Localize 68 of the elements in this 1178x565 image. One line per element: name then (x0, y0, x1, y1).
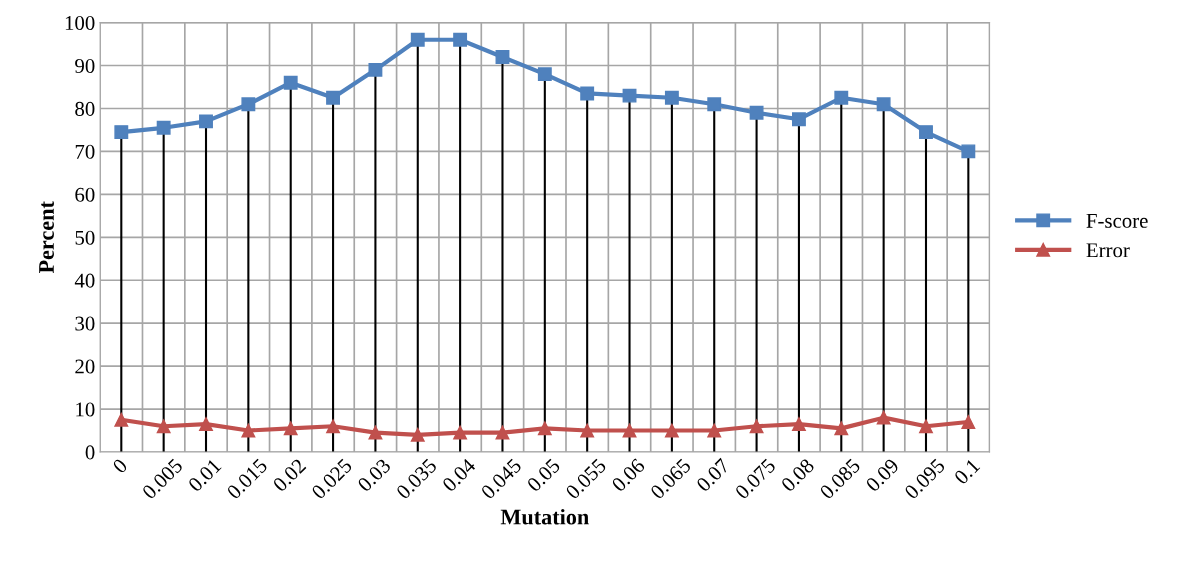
point (283, 421, 298, 436)
point (707, 97, 722, 112)
point (834, 90, 849, 105)
point (114, 125, 129, 140)
point (580, 423, 595, 438)
point (368, 425, 383, 440)
y-tick-label: 90 (75, 58, 95, 73)
point (919, 125, 933, 140)
y-tick-label: 70 (75, 144, 95, 159)
point (876, 97, 891, 112)
point (114, 412, 129, 427)
x-tick-label: 0.1 (953, 458, 981, 486)
point (876, 410, 891, 425)
x-tick-label: 0.03 (356, 457, 392, 493)
point (241, 97, 256, 112)
x-axis-title: Mutation (500, 508, 589, 525)
point (537, 421, 552, 436)
x-tick-label: 0.05 (526, 457, 561, 493)
point (834, 421, 849, 436)
y-axis-title: Percent (39, 201, 54, 274)
point (368, 62, 383, 77)
point (156, 120, 171, 135)
x-tick-label: 0.02 (272, 458, 307, 493)
y-tick-label: 60 (75, 187, 95, 202)
point (283, 75, 298, 90)
point (961, 144, 976, 159)
point (495, 50, 510, 64)
point (791, 112, 806, 127)
point (199, 417, 213, 432)
y-tick-label: 80 (75, 101, 95, 116)
point (664, 90, 679, 105)
x-tick-label: 0.09 (865, 457, 900, 493)
point (919, 419, 933, 434)
x-tick-label: 0 (111, 457, 129, 475)
point (961, 414, 976, 429)
point (199, 114, 213, 129)
x-tick-label: 0.07 (695, 457, 731, 493)
point (326, 90, 341, 105)
legend-label: F-score (1086, 214, 1148, 228)
point (410, 427, 425, 442)
point (537, 67, 552, 82)
point (791, 417, 806, 432)
y-tick-label: 50 (75, 230, 95, 245)
x-tick-label: 0.01 (187, 458, 222, 493)
point (664, 423, 679, 438)
point (707, 423, 722, 438)
x-tick-label: 0.06 (610, 457, 646, 493)
y-tick-label: 30 (75, 316, 95, 331)
y-tick-label: 100 (65, 15, 95, 31)
point (749, 419, 764, 434)
point (410, 32, 425, 47)
legend-label: Error (1086, 243, 1130, 258)
point (156, 419, 171, 434)
point (622, 88, 637, 103)
y-tick-label: 40 (74, 273, 95, 288)
y-tick-label: 0 (85, 445, 95, 460)
point (241, 423, 256, 438)
point (326, 419, 341, 434)
point (580, 86, 595, 101)
y-tick-label: 10 (76, 402, 95, 417)
point (622, 423, 637, 438)
point (495, 425, 510, 440)
point (749, 105, 764, 120)
point (453, 425, 468, 440)
x-tick-label: 0.08 (780, 457, 816, 493)
y-tick-label: 20 (75, 359, 95, 374)
point (453, 32, 468, 47)
x-tick-label: 0.04 (441, 457, 477, 493)
